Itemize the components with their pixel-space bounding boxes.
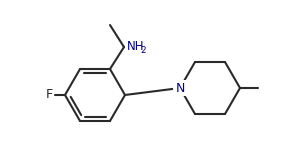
Text: N: N bbox=[175, 81, 185, 95]
Text: NH: NH bbox=[127, 40, 144, 52]
Text: F: F bbox=[46, 88, 53, 102]
Text: 2: 2 bbox=[140, 46, 146, 55]
